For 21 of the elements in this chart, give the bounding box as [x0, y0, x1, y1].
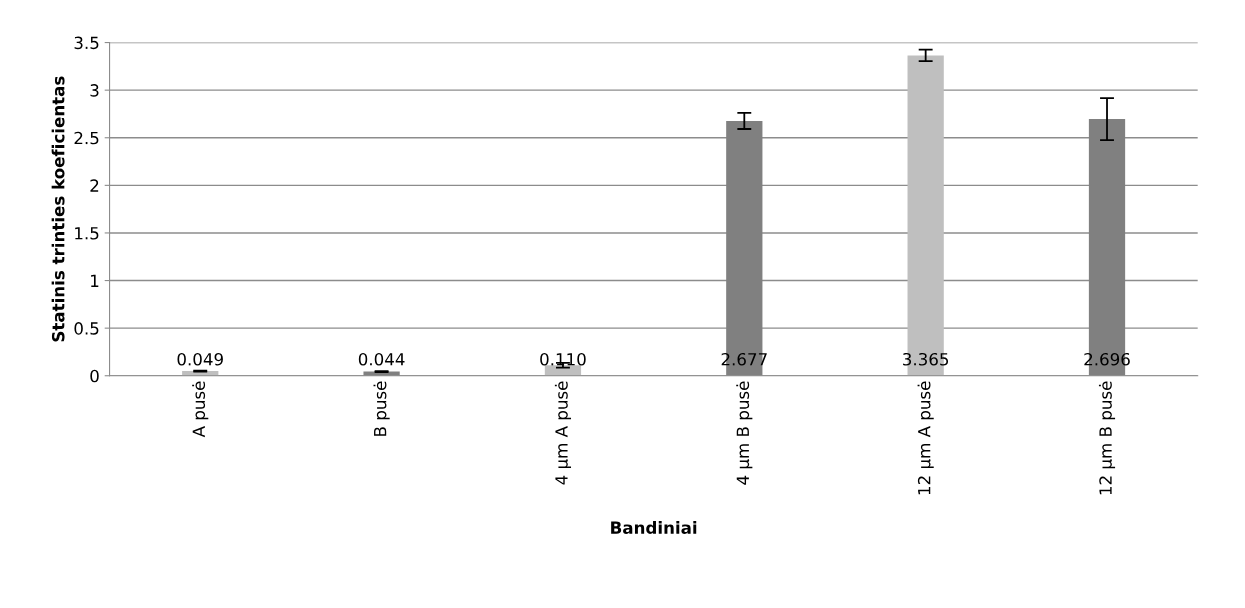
x-axis-title: Bandiniai — [611, 521, 697, 534]
data-label: 3.365 — [903, 352, 949, 366]
y-tick-label: 1.5 — [75, 227, 99, 240]
x-tick-label: B pusė — [373, 381, 390, 436]
data-label: 0.044 — [358, 352, 405, 366]
y-tick-label: 0 — [90, 369, 99, 383]
data-label: 0.110 — [540, 352, 586, 366]
y-tick-label: 0.5 — [74, 322, 99, 335]
y-axis-title: Statinis trinties koeficientas — [51, 76, 65, 342]
x-tick-label: 4 µm A pusė — [554, 381, 572, 485]
x-tick-label: A pusė — [192, 381, 209, 438]
data-label: 0.049 — [177, 352, 223, 366]
x-tick-label: 4 µm B pusė — [736, 381, 753, 485]
x-tick-label: 12 µm B pusė — [1098, 381, 1116, 495]
y-tick-label: 3.5 — [74, 36, 99, 50]
x-tick-label: 12 µm A pusė — [917, 381, 934, 495]
y-tick-label: 1 — [91, 274, 99, 287]
bar — [544, 365, 582, 376]
y-tick-label: 2.5 — [74, 131, 99, 145]
y-tick-label: 2 — [90, 179, 99, 192]
y-tick-label: 3 — [90, 84, 99, 97]
